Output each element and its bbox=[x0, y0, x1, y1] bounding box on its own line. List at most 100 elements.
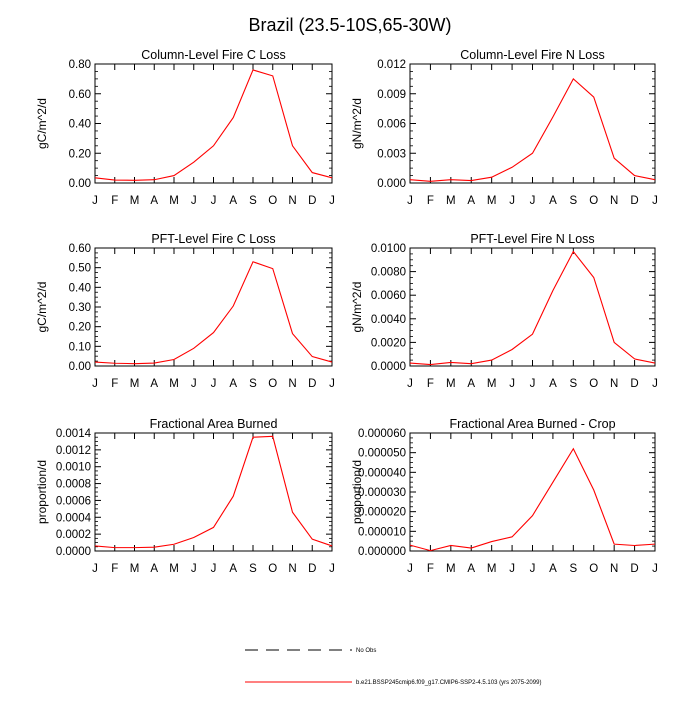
plot-frame bbox=[94, 247, 333, 367]
legend-label-model-run: b.e21.BSSP245cmip6.f09_g17.CMIP6-SSP2-4.… bbox=[356, 680, 541, 686]
x-tick-label: S bbox=[249, 563, 257, 575]
y-axis-label: proportion/d bbox=[35, 460, 49, 524]
y-axis-label: gC/m^2/d bbox=[35, 282, 49, 333]
y-tick-label: 0.0000 bbox=[56, 546, 91, 558]
x-tick-label: D bbox=[308, 563, 316, 575]
y-tick-label: 0.0060 bbox=[371, 290, 406, 302]
x-tick-label: O bbox=[268, 563, 277, 575]
x-tick-label: J bbox=[211, 195, 217, 207]
series-line bbox=[409, 78, 656, 182]
series-line bbox=[94, 69, 333, 181]
y-tick-label: 0.40 bbox=[69, 282, 91, 294]
x-tick-label: D bbox=[308, 195, 316, 207]
panel-title: PFT-Level Fire N Loss bbox=[470, 232, 594, 246]
y-tick-label: 0.60 bbox=[69, 89, 91, 101]
x-tick-label: D bbox=[630, 378, 638, 390]
x-tick-label: S bbox=[249, 195, 257, 207]
y-tick-label: 0.0008 bbox=[56, 479, 91, 491]
y-axis-label: gN/m^2/d bbox=[350, 282, 364, 333]
x-tick-label: A bbox=[549, 378, 557, 390]
y-tick-label: 0.20 bbox=[69, 322, 91, 334]
y-tick-label: 0.012 bbox=[377, 59, 406, 71]
y-tick-label: 0.000050 bbox=[358, 448, 406, 460]
x-tick-label: J bbox=[407, 563, 413, 575]
x-tick-label: J bbox=[407, 378, 413, 390]
x-tick-label: M bbox=[487, 378, 497, 390]
x-tick-label: O bbox=[268, 378, 277, 390]
y-tick-label: 0.0010 bbox=[56, 462, 91, 474]
x-tick-label: J bbox=[211, 378, 217, 390]
y-tick-label: 0.000000 bbox=[358, 546, 406, 558]
x-tick-label: A bbox=[549, 563, 557, 575]
x-tick-label: J bbox=[329, 563, 335, 575]
x-tick-label: A bbox=[229, 563, 237, 575]
y-tick-label: 0.00 bbox=[69, 178, 91, 190]
x-tick-label: J bbox=[211, 563, 217, 575]
x-tick-label: F bbox=[427, 378, 434, 390]
plot-frame bbox=[94, 432, 333, 552]
x-tick-label: A bbox=[150, 195, 158, 207]
x-tick-label: A bbox=[467, 378, 475, 390]
x-tick-label: J bbox=[530, 378, 536, 390]
x-tick-label: J bbox=[92, 563, 98, 575]
plot-frame bbox=[409, 63, 656, 184]
legend-label-no-obs: No Obs bbox=[356, 648, 376, 654]
x-tick-label: M bbox=[446, 378, 456, 390]
x-tick-label: J bbox=[530, 563, 536, 575]
x-tick-label: D bbox=[308, 378, 316, 390]
x-tick-label: O bbox=[589, 563, 598, 575]
x-tick-label: M bbox=[487, 195, 497, 207]
y-tick-label: 0.0000 bbox=[371, 361, 406, 373]
x-tick-label: J bbox=[530, 195, 536, 207]
y-tick-label: 0.009 bbox=[377, 89, 406, 101]
x-tick-label: S bbox=[249, 378, 257, 390]
y-tick-label: 0.10 bbox=[69, 341, 91, 353]
panel-title: Column-Level Fire C Loss bbox=[141, 48, 286, 62]
x-tick-label: F bbox=[111, 563, 118, 575]
x-tick-label: D bbox=[630, 195, 638, 207]
y-axis-label: proportion/d bbox=[350, 460, 364, 524]
x-tick-label: J bbox=[652, 378, 658, 390]
chart-panel-6: Fractional Area Burned - Crop proportion/… bbox=[350, 417, 658, 575]
y-tick-label: 0.006 bbox=[377, 119, 406, 131]
x-tick-label: O bbox=[268, 195, 277, 207]
x-tick-label: J bbox=[191, 563, 197, 575]
y-tick-label: 0.000030 bbox=[358, 487, 406, 499]
x-tick-label: A bbox=[549, 195, 557, 207]
legend: No Obs b.e21.BSSP245cmip6.f09_g17.CMIP6-… bbox=[245, 648, 541, 686]
x-tick-label: M bbox=[169, 563, 179, 575]
x-tick-label: M bbox=[130, 378, 140, 390]
y-tick-label: 0.000060 bbox=[358, 428, 406, 440]
y-tick-label: 0.003 bbox=[377, 148, 406, 160]
x-tick-label: A bbox=[229, 195, 237, 207]
series-line bbox=[409, 250, 656, 366]
y-tick-label: 0.80 bbox=[69, 59, 91, 71]
panel-title: Column-Level Fire N Loss bbox=[460, 48, 605, 62]
chart-panel-4: PFT-Level Fire N Loss gN/m^2/d 0.0000 0.002… bbox=[350, 232, 658, 390]
y-tick-label: 0.0014 bbox=[56, 428, 92, 440]
x-tick-label: N bbox=[610, 378, 618, 390]
y-tick-label: 0.00 bbox=[69, 361, 91, 373]
x-tick-label: N bbox=[610, 563, 618, 575]
y-tick-label: 0.0100 bbox=[371, 243, 406, 255]
x-tick-label: J bbox=[92, 195, 98, 207]
x-tick-label: J bbox=[509, 195, 515, 207]
x-tick-label: N bbox=[288, 563, 296, 575]
x-tick-label: M bbox=[487, 563, 497, 575]
x-tick-label: F bbox=[111, 195, 118, 207]
x-tick-label: A bbox=[467, 195, 475, 207]
x-tick-label: M bbox=[446, 563, 456, 575]
x-tick-label: A bbox=[150, 563, 158, 575]
x-tick-label: D bbox=[630, 563, 638, 575]
x-tick-label: N bbox=[288, 378, 296, 390]
x-tick-label: J bbox=[191, 195, 197, 207]
x-tick-label: M bbox=[446, 195, 456, 207]
x-tick-label: F bbox=[427, 195, 434, 207]
plot-frame bbox=[409, 432, 656, 552]
y-tick-label: 0.000040 bbox=[358, 467, 406, 479]
panel-title: Fractional Area Burned bbox=[150, 417, 278, 431]
x-tick-label: S bbox=[569, 195, 577, 207]
chart-panel-2: Column-Level Fire N Loss gN/m^2/d 0.000 0.0… bbox=[350, 48, 658, 207]
x-tick-label: O bbox=[589, 378, 598, 390]
